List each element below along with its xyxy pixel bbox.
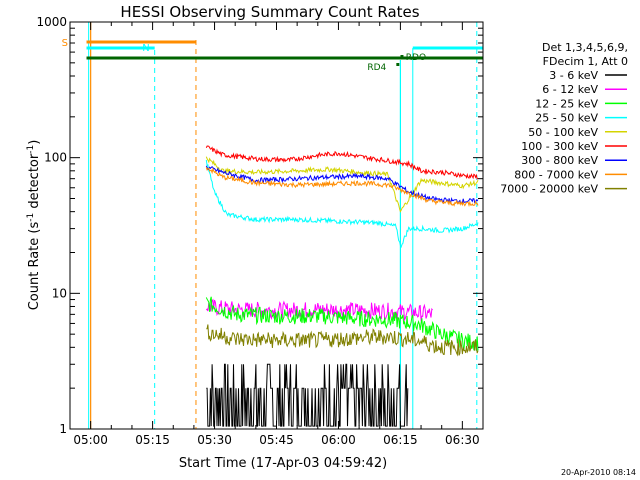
y-tick-label-3: 1000 bbox=[36, 15, 67, 29]
y-axis-title-main: Count Rate (s bbox=[27, 222, 42, 311]
y-axis-title-end: ) bbox=[27, 140, 42, 145]
legend-header-1: Det 1,3,4,5,6,9, bbox=[542, 41, 628, 54]
y-tick-label-2: 100 bbox=[44, 151, 67, 165]
chart-title: HESSI Observing Summary Count Rates bbox=[120, 3, 419, 21]
series-line-3 bbox=[205, 159, 479, 249]
series-line-6 bbox=[205, 165, 479, 204]
y-tick-label-0: 1 bbox=[59, 422, 67, 436]
x-tick-label-4: 06:00 bbox=[321, 433, 356, 447]
series-line-4 bbox=[205, 156, 479, 213]
x-tick-label-2: 05:30 bbox=[197, 433, 232, 447]
y-axis-title-sup2: -1 bbox=[26, 145, 36, 154]
series-line-7 bbox=[205, 167, 479, 207]
x-tick-label-5: 06:15 bbox=[383, 433, 418, 447]
series-line-8 bbox=[206, 324, 479, 357]
x-tick-label-3: 05:45 bbox=[259, 433, 294, 447]
x-tick-label-0: 05:00 bbox=[73, 433, 108, 447]
flag-label-rdo: RDO bbox=[406, 53, 426, 63]
series-line-0 bbox=[206, 363, 409, 427]
y-axis-title-mid: detector bbox=[27, 153, 42, 213]
flag-label-n: N bbox=[142, 43, 149, 54]
flag-label-rd4: RD4 bbox=[367, 63, 386, 73]
legend-label-0: 3 - 6 keV bbox=[549, 69, 598, 82]
legend-label-7: 800 - 7000 keV bbox=[514, 168, 598, 181]
legend-label-1: 6 - 12 keV bbox=[542, 83, 598, 96]
footer-date: 20-Apr-2010 08:14 bbox=[561, 468, 636, 477]
legend-label-4: 50 - 100 keV bbox=[528, 126, 598, 139]
legend-label-6: 300 - 800 keV bbox=[521, 154, 598, 167]
x-tick-label-1: 05:15 bbox=[135, 433, 170, 447]
x-axis-title: Start Time (17-Apr-03 04:59:42) bbox=[179, 456, 387, 471]
plot-frame bbox=[69, 21, 484, 430]
plot-content: S N RD4 RDO bbox=[62, 22, 483, 429]
series-line-5 bbox=[205, 145, 479, 180]
y-axis-title-sup1: -1 bbox=[26, 213, 36, 222]
legend-header-2: FDecim 1, Att 0 bbox=[543, 55, 628, 68]
legend-label-5: 100 - 300 keV bbox=[521, 140, 598, 153]
y-tick-label-1: 10 bbox=[52, 286, 67, 300]
y-axis-title: Count Rate (s-1 detector-1) bbox=[26, 140, 42, 311]
series-line-2 bbox=[205, 296, 479, 351]
legend: Det 1,3,4,5,6,9, FDecim 1, Att 0 3 - 6 k… bbox=[500, 41, 628, 196]
flag-label-s: S bbox=[62, 38, 68, 49]
flag-marker-rd4 bbox=[396, 63, 400, 66]
legend-label-8: 7000 - 20000 keV bbox=[500, 183, 598, 196]
legend-label-3: 25 - 50 keV bbox=[535, 112, 598, 125]
flag-marker-rdo bbox=[400, 55, 404, 58]
x-tick-label-6: 06:30 bbox=[445, 433, 480, 447]
legend-label-2: 12 - 25 keV bbox=[535, 97, 598, 110]
axis-ticks: 05:00 05:15 05:30 05:45 06:00 06:15 06:30 1 10 10… bbox=[36, 15, 484, 447]
